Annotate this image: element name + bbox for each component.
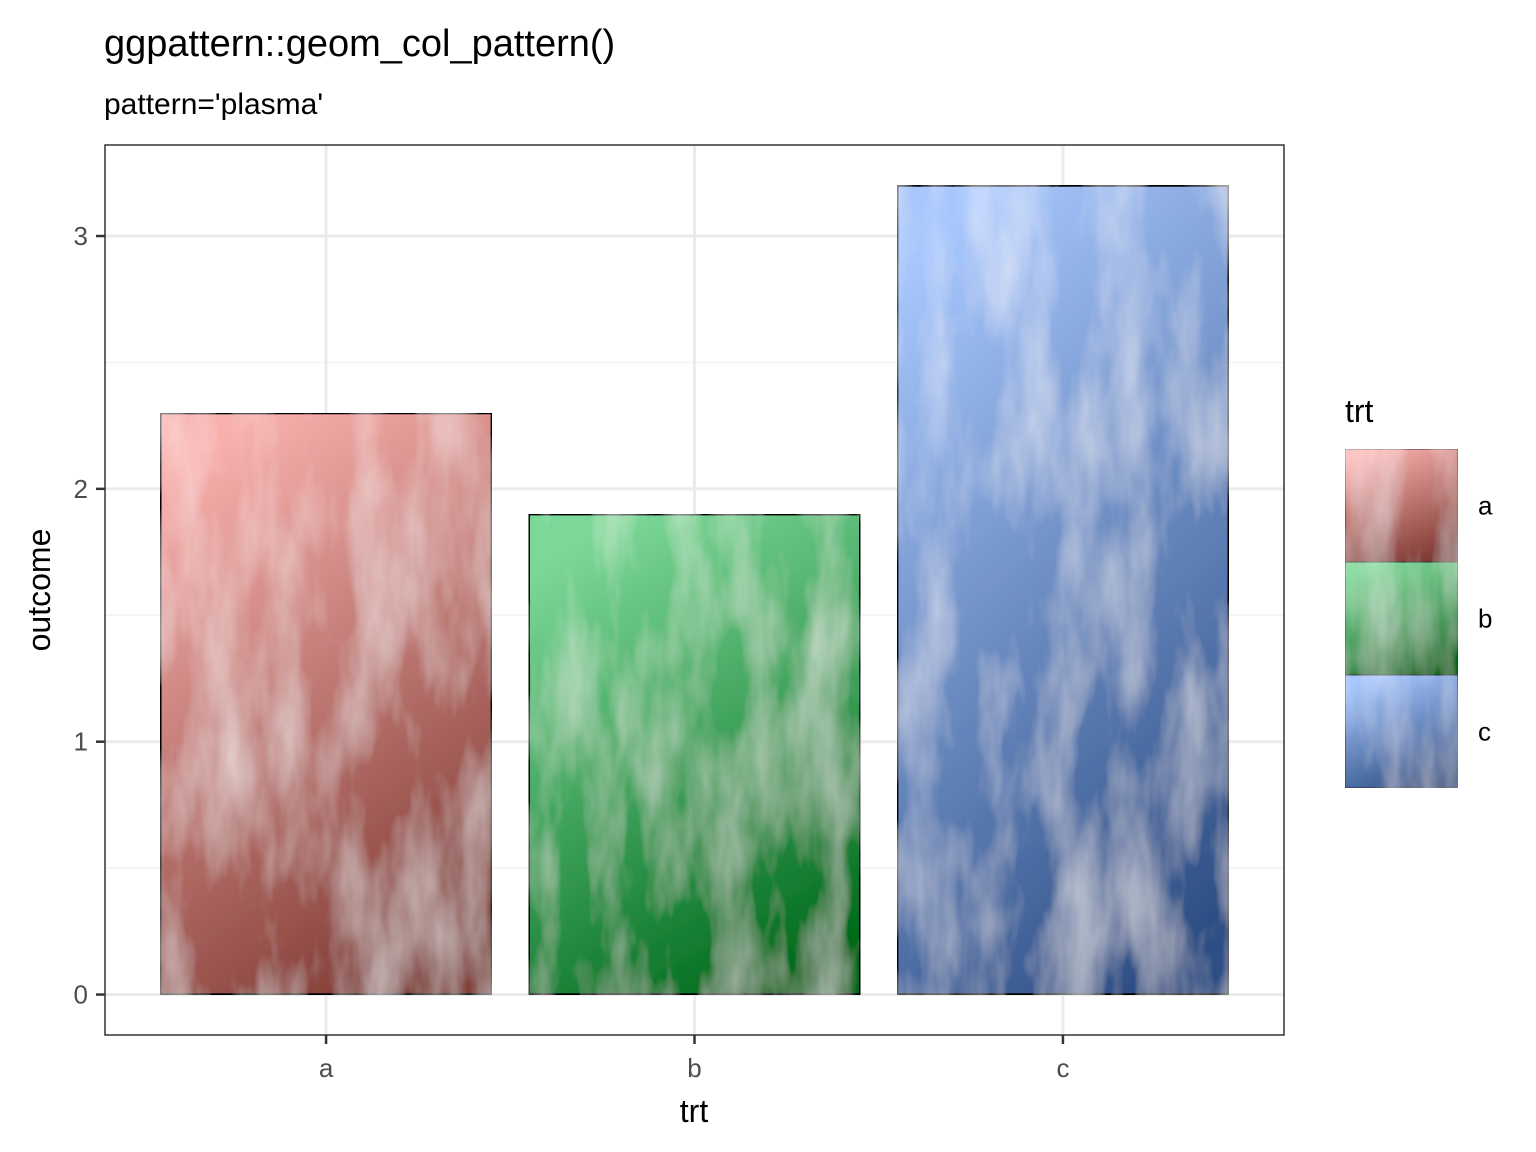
x-axis-title: trt [680, 1093, 709, 1129]
legend-key-c [1344, 674, 1459, 789]
x-tick-label: a [319, 1053, 334, 1083]
bars [159, 184, 1230, 996]
legend: trt a b c [1344, 393, 1493, 789]
y-tick-label: 2 [74, 474, 88, 504]
y-tick-label: 0 [74, 980, 88, 1010]
bar-a [159, 411, 494, 996]
legend-key-b [1344, 561, 1459, 676]
axes: 0 1 2 3 a b c [74, 221, 1070, 1083]
y-tick-label: 3 [74, 221, 88, 251]
y-tick-label: 1 [74, 727, 88, 757]
bar-b [527, 512, 862, 996]
y-axis-title: outcome [21, 529, 57, 652]
chart-title: ggpattern::geom_col_pattern() [104, 23, 615, 65]
legend-label-a: a [1478, 491, 1493, 521]
chart-subtitle: pattern='plasma' [104, 88, 323, 121]
x-tick-label: b [687, 1053, 701, 1083]
legend-label-c: c [1478, 717, 1491, 747]
legend-label-b: b [1478, 604, 1492, 634]
legend-title: trt [1345, 393, 1374, 429]
legend-key-a [1344, 448, 1459, 563]
bar-c [895, 184, 1230, 996]
x-tick-label: c [1056, 1053, 1069, 1083]
